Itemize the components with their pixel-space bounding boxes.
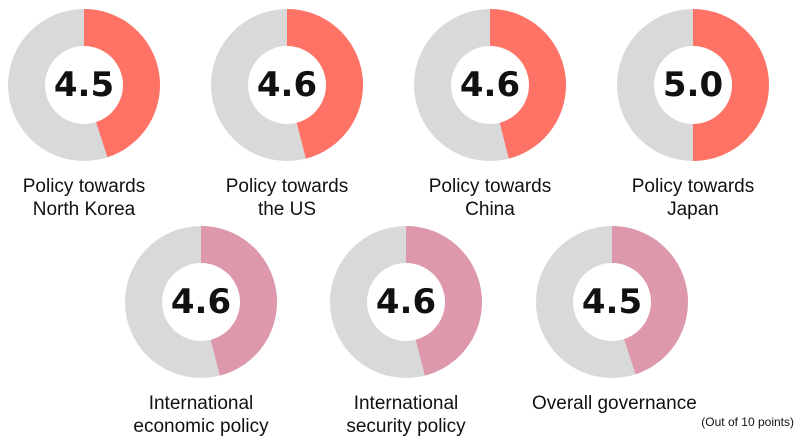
donut-chart-economic: 4.6 International economic policy	[121, 222, 281, 438]
donut-caption: Overall governance	[532, 392, 697, 415]
scale-note: (Out of 10 points)	[701, 415, 794, 429]
donut-value-label: 4.5	[582, 282, 642, 322]
caption-line: Overall governance	[532, 393, 697, 414]
donut-hole	[45, 46, 123, 124]
donut-value-label: 5.0	[663, 65, 723, 105]
donut-caption: Policy towards Japan	[613, 175, 773, 221]
donut-value-label: 4.6	[257, 65, 317, 105]
donut-hole	[654, 46, 732, 124]
donut-svg: 4.6	[330, 226, 482, 378]
caption-line: International	[148, 393, 254, 414]
caption-line: Japan	[667, 199, 719, 220]
donut-svg: 4.6	[125, 226, 277, 378]
donut-chart-north-korea: 4.5 Policy towards North Korea	[4, 5, 164, 221]
donut-caption: Policy towards the US	[207, 175, 367, 221]
donut-hole	[573, 263, 651, 341]
caption-line: security policy	[346, 416, 466, 437]
caption-line: China	[465, 199, 515, 220]
caption-line: Policy towards	[225, 176, 349, 197]
donut-svg: 4.5	[536, 226, 688, 378]
caption-line: Policy towards	[22, 176, 146, 197]
caption-line: International	[353, 393, 459, 414]
donut-chart-overall: 4.5 Overall governance	[532, 222, 697, 415]
donut-caption: Policy towards North Korea	[4, 175, 164, 221]
caption-line: North Korea	[32, 199, 136, 220]
donut-value-label: 4.6	[171, 282, 231, 322]
donut-caption: Policy towards China	[410, 175, 570, 221]
donut-caption: International security policy	[326, 392, 486, 438]
donut-hole	[451, 46, 529, 124]
donut-hole	[162, 263, 240, 341]
donut-chart-us: 4.6 Policy towards the US	[207, 5, 367, 221]
donut-hole	[367, 263, 445, 341]
donut-caption: International economic policy	[121, 392, 281, 438]
caption-line: economic policy	[133, 416, 269, 437]
donut-svg: 5.0	[617, 9, 769, 161]
donut-svg: 4.5	[8, 9, 160, 161]
caption-line: Policy towards	[631, 176, 755, 197]
donut-svg: 4.6	[414, 9, 566, 161]
donut-svg: 4.6	[211, 9, 363, 161]
donut-chart-china: 4.6 Policy towards China	[410, 5, 570, 221]
donut-hole	[248, 46, 326, 124]
donut-chart-security: 4.6 International security policy	[326, 222, 486, 438]
caption-line: the US	[257, 199, 317, 220]
caption-line: Policy towards	[428, 176, 552, 197]
donut-chart-japan: 5.0 Policy towards Japan	[613, 5, 773, 221]
donut-value-label: 4.6	[460, 65, 520, 105]
donut-value-label: 4.5	[54, 65, 114, 105]
donut-value-label: 4.6	[376, 282, 436, 322]
